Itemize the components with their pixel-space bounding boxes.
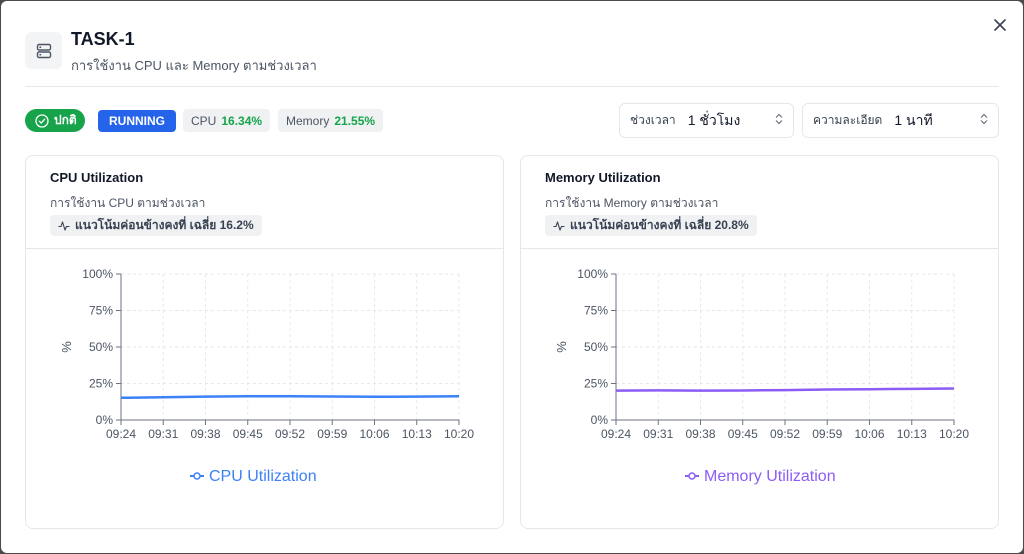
cpu-utilization-card: CPU Utilization การใช้งาน CPU ตามช่วงเวล…	[25, 155, 504, 529]
memory-card-subtitle: การใช้งาน Memory ตามช่วงเวลา	[545, 196, 719, 210]
time-range-select[interactable]: ช่วงเวลา 1 ชั่วโมง	[619, 103, 794, 138]
memory-chart-xtick-label: 09:59	[812, 427, 842, 441]
memory-chart-xtick-label: 09:52	[770, 427, 800, 441]
cpu-chart-xtick-label: 09:31	[148, 427, 178, 441]
close-button[interactable]	[991, 16, 1009, 34]
cpu-chart-ytick-label: 0%	[96, 413, 114, 427]
memory-utilization-card: Memory Utilization การใช้งาน Memory ตามช…	[520, 155, 999, 529]
memory-chip-value: 21.55%	[334, 113, 376, 128]
time-range-label: ช่วงเวลา	[630, 113, 676, 127]
memory-chart-xtick-label: 10:13	[897, 427, 927, 441]
close-icon	[994, 19, 1006, 31]
cpu-chart-xtick-label: 10:20	[444, 427, 474, 441]
memory-chart-ytick-label: 25%	[584, 377, 608, 391]
cpu-chart-xtick-label: 09:24	[106, 427, 136, 441]
memory-card-title: Memory Utilization	[545, 170, 661, 185]
cpu-chart-xtick-label: 10:13	[402, 427, 432, 441]
memory-card-divider	[521, 248, 998, 249]
memory-trend-badge: แนวโน้มค่อนข้างคงที่ เฉลี่ย 20.8%	[545, 215, 757, 236]
cpu-chart-ylabel: %	[59, 341, 74, 353]
cpu-trend-badge: แนวโน้มค่อนข้างคงที่ เฉลี่ย 16.2%	[50, 215, 262, 236]
activity-icon	[58, 220, 70, 231]
resolution-select[interactable]: ความละเอียด 1 นาที	[802, 103, 999, 138]
memory-chart-legend-label: Memory Utilization	[704, 468, 836, 485]
cpu-chart-xtick-label: 09:38	[190, 427, 220, 441]
cpu-chip-value: 16.34%	[221, 113, 263, 128]
memory-line-chart: 100% 75% 50% 25% 0%09:24 09:31 09:38 09:45 09:52…	[554, 267, 969, 485]
memory-chart-xtick-label: 10:20	[939, 427, 969, 441]
state-badge: RUNNING	[98, 110, 176, 132]
memory-chip-label: Memory	[286, 113, 330, 128]
memory-chart-ytick-label: 0%	[591, 413, 609, 427]
cpu-chart-series-line	[120, 394, 460, 400]
cpu-chip: CPU 16.34%	[183, 109, 271, 132]
cpu-chart-ytick-label: 100%	[82, 267, 113, 281]
memory-chart-ytick-label: 50%	[584, 340, 608, 354]
cpu-chart-ytick-label: 25%	[89, 377, 113, 391]
memory-chart-xtick-label: 09:38	[685, 427, 715, 441]
cpu-card-subtitle: การใช้งาน CPU ตามช่วงเวลา	[50, 196, 206, 210]
memory-chart-xtick-label: 09:45	[728, 427, 758, 441]
chevron-updown-icon	[775, 113, 783, 128]
check-circle-icon	[35, 113, 49, 128]
health-badge: ปกติ	[25, 109, 85, 132]
memory-chart-xtick-label: 09:24	[601, 427, 631, 441]
cpu-chart-legend-label: CPU Utilization	[209, 468, 317, 485]
header-divider	[25, 86, 999, 87]
cpu-chart-ytick-label: 75%	[89, 304, 113, 318]
memory-chart-grid	[615, 273, 955, 421]
memory-chart-legend-marker-icon	[688, 472, 696, 480]
cpu-chart-legend[interactable]: CPU Utilization	[190, 468, 317, 485]
cpu-chart-legend-marker-icon	[193, 472, 201, 480]
health-label: ปกติ	[54, 113, 77, 127]
resolution-label: ความละเอียด	[813, 113, 883, 127]
page-subtitle: การใช้งาน CPU และ Memory ตามช่วงเวลา	[71, 58, 317, 73]
memory-chart-xtick-label: 10:06	[854, 427, 884, 441]
cpu-card-divider	[26, 248, 503, 249]
memory-chip: Memory 21.55%	[278, 109, 384, 132]
cpu-trend-text: แนวโน้มค่อนข้างคงที่ เฉลี่ย 16.2%	[75, 218, 254, 232]
page-title: TASK-1	[71, 29, 135, 49]
time-range-value: 1 ชั่วโมง	[687, 111, 741, 128]
cpu-chip-label: CPU	[191, 113, 217, 128]
cpu-chart-xtick-label: 10:06	[359, 427, 389, 441]
memory-chart-legend[interactable]: Memory Utilization	[685, 468, 836, 485]
activity-icon	[553, 220, 565, 231]
cpu-chart-xtick-label: 09:45	[233, 427, 263, 441]
memory-chart-xtick-label: 09:31	[643, 427, 673, 441]
cpu-line-chart: 100% 75% 50% 25% 0%09:24 09:31 09:38 09:45 09:52…	[59, 267, 474, 485]
cpu-card-title: CPU Utilization	[50, 170, 144, 185]
memory-trend-text: แนวโน้มค่อนข้างคงที่ เฉลี่ย 20.8%	[570, 218, 749, 232]
cpu-chart-xtick-label: 09:59	[317, 427, 347, 441]
memory-chart-ytick-label: 100%	[577, 267, 608, 281]
resolution-value: 1 นาที	[894, 111, 933, 128]
cpu-chart-xtick-label: 09:52	[275, 427, 305, 441]
memory-chart-ytick-label: 75%	[584, 304, 608, 318]
memory-chart-ylabel: %	[554, 341, 569, 353]
chevron-updown-icon	[980, 113, 988, 128]
cpu-chart-ytick-label: 50%	[89, 340, 113, 354]
server-icon	[25, 32, 62, 69]
